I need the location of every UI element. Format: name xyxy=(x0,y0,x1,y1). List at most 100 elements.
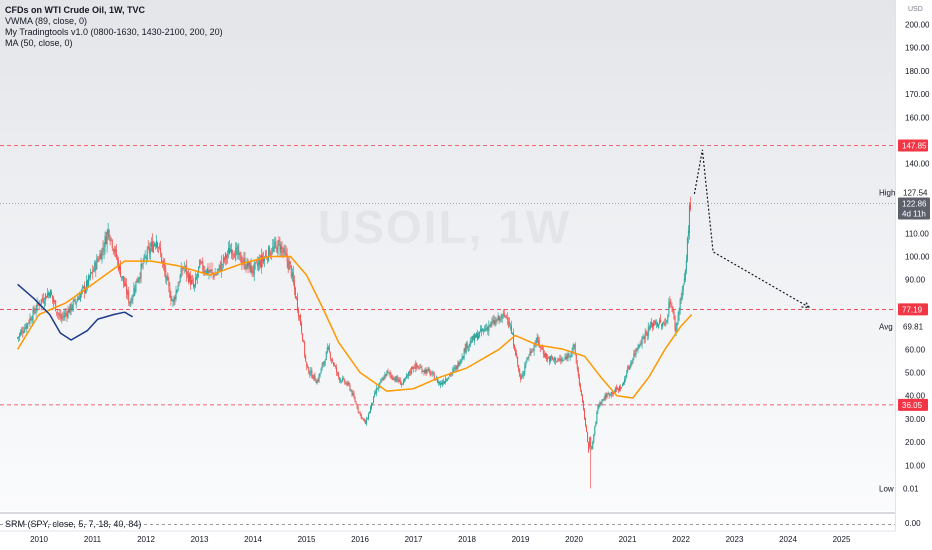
candle[interactable] xyxy=(160,240,162,258)
candle[interactable] xyxy=(457,360,459,371)
candle[interactable] xyxy=(285,245,287,257)
level-price-badge[interactable] xyxy=(898,303,928,316)
candle[interactable] xyxy=(121,276,123,282)
candle[interactable] xyxy=(425,367,427,377)
candle[interactable] xyxy=(116,254,118,267)
candle[interactable] xyxy=(345,381,347,385)
candle[interactable] xyxy=(673,310,675,320)
candle[interactable] xyxy=(369,405,371,414)
candle[interactable] xyxy=(568,352,570,358)
candle[interactable] xyxy=(392,375,394,381)
candle[interactable] xyxy=(237,244,239,260)
currency-label[interactable]: USD xyxy=(908,6,923,13)
candle[interactable] xyxy=(688,202,690,240)
candle[interactable] xyxy=(327,345,329,351)
candle[interactable] xyxy=(349,382,351,392)
candle[interactable] xyxy=(566,353,568,362)
candle[interactable] xyxy=(96,254,98,270)
candle[interactable] xyxy=(569,355,571,361)
candle[interactable] xyxy=(414,363,416,369)
candle[interactable] xyxy=(476,329,478,341)
candle[interactable] xyxy=(259,254,261,269)
candle[interactable] xyxy=(620,384,622,392)
candle[interactable] xyxy=(97,256,99,263)
candle[interactable] xyxy=(676,321,678,331)
candle[interactable] xyxy=(333,362,335,367)
candle[interactable] xyxy=(646,331,648,341)
candle[interactable] xyxy=(61,313,63,324)
candle[interactable] xyxy=(410,368,412,376)
candle[interactable] xyxy=(319,372,321,378)
candle[interactable] xyxy=(357,405,359,414)
candle[interactable] xyxy=(624,376,626,385)
candle[interactable] xyxy=(306,361,308,371)
candle[interactable] xyxy=(461,353,463,363)
candle[interactable] xyxy=(220,255,222,278)
candle[interactable] xyxy=(398,377,400,383)
candle[interactable] xyxy=(170,290,172,306)
candle[interactable] xyxy=(243,251,245,270)
candle[interactable] xyxy=(254,261,256,270)
candle[interactable] xyxy=(314,372,316,381)
candle[interactable] xyxy=(288,257,290,271)
candle[interactable] xyxy=(141,263,143,269)
candle[interactable] xyxy=(608,392,610,399)
candle[interactable] xyxy=(633,349,635,361)
candle[interactable] xyxy=(517,356,519,368)
candle[interactable] xyxy=(489,324,491,328)
candle[interactable] xyxy=(301,320,303,335)
candle[interactable] xyxy=(543,350,545,358)
candle[interactable] xyxy=(246,257,248,270)
candle[interactable] xyxy=(307,364,309,369)
candle[interactable] xyxy=(64,308,66,321)
candle[interactable] xyxy=(51,289,53,296)
candle[interactable] xyxy=(388,371,390,376)
candle[interactable] xyxy=(596,410,598,425)
candle[interactable] xyxy=(495,316,497,326)
candle[interactable] xyxy=(625,375,627,383)
candle[interactable] xyxy=(143,253,145,264)
candle[interactable] xyxy=(681,285,683,301)
candle[interactable] xyxy=(268,245,270,263)
candle[interactable] xyxy=(632,357,634,365)
candle[interactable] xyxy=(689,196,691,212)
candle[interactable] xyxy=(607,391,609,395)
candle[interactable] xyxy=(276,245,278,253)
candle[interactable] xyxy=(583,407,585,420)
candle[interactable] xyxy=(654,319,656,325)
candle[interactable] xyxy=(252,264,254,277)
candle[interactable] xyxy=(44,292,46,306)
candle[interactable] xyxy=(127,289,129,300)
candle[interactable] xyxy=(286,248,288,269)
candle[interactable] xyxy=(500,313,502,323)
candle[interactable] xyxy=(556,360,558,363)
candle[interactable] xyxy=(75,301,77,309)
candle[interactable] xyxy=(364,419,366,424)
candle[interactable] xyxy=(577,366,579,379)
candle[interactable] xyxy=(104,231,106,255)
candle[interactable] xyxy=(240,251,242,263)
candle[interactable] xyxy=(34,307,36,314)
candle[interactable] xyxy=(643,335,645,344)
candle[interactable] xyxy=(23,326,25,334)
vwma-89-line[interactable] xyxy=(17,283,133,341)
candle[interactable] xyxy=(595,421,597,427)
candle[interactable] xyxy=(351,389,353,398)
candle[interactable] xyxy=(670,299,672,308)
candle[interactable] xyxy=(465,341,467,355)
candle[interactable] xyxy=(48,291,50,299)
candle[interactable] xyxy=(444,380,446,384)
candle[interactable] xyxy=(636,347,638,352)
candle[interactable] xyxy=(42,292,44,304)
candle[interactable] xyxy=(172,298,174,307)
candle[interactable] xyxy=(336,364,338,376)
candle[interactable] xyxy=(576,360,578,372)
candle[interactable] xyxy=(226,250,228,264)
candle[interactable] xyxy=(190,275,192,285)
candle[interactable] xyxy=(18,336,20,343)
candle[interactable] xyxy=(211,262,213,274)
candle[interactable] xyxy=(637,343,639,354)
candle[interactable] xyxy=(171,296,173,302)
candle[interactable] xyxy=(175,285,177,302)
candle[interactable] xyxy=(621,386,623,389)
